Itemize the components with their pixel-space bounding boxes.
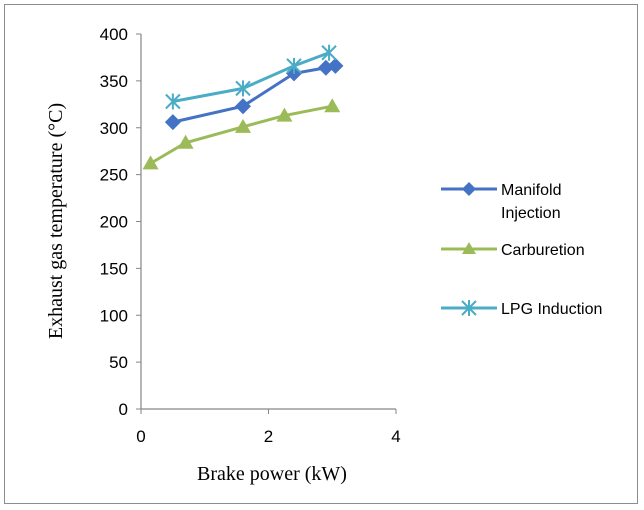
legend: Manifold Injection Carburetion LPG Induc… (441, 182, 602, 318)
data-series (142, 44, 344, 170)
data-point (327, 57, 344, 74)
x-tick-label: 4 (391, 427, 400, 446)
legend-lpg-marker (461, 300, 477, 316)
y-tick-label: 250 (100, 166, 128, 185)
legend-lpg-label: LPG Induction (501, 301, 602, 318)
data-point (177, 134, 194, 149)
x-tick-label: 2 (264, 427, 273, 446)
y-tick-label: 50 (109, 353, 128, 372)
legend-carburetion-marker (462, 242, 476, 254)
x-axis-title: Brake power (kW) (197, 463, 347, 485)
y-tick-label: 300 (100, 119, 128, 138)
data-point (321, 44, 337, 61)
data-point (286, 57, 302, 74)
data-point (276, 107, 293, 122)
legend-carburetion-label: Carburetion (501, 242, 585, 259)
series-line (172, 64, 336, 124)
y-tick-label: 150 (100, 259, 128, 278)
data-point (235, 80, 251, 97)
y-tick-label: 350 (100, 72, 128, 91)
legend-manifold-label-line1: Manifold (501, 182, 561, 199)
data-point (164, 114, 181, 131)
legend-manifold-marker (462, 182, 476, 196)
data-point (235, 118, 251, 133)
data-point (165, 93, 181, 110)
y-tick-label: 400 (100, 25, 128, 44)
x-tick-labels: 0 2 4 (136, 409, 401, 446)
y-tick-labels: 0 50 100 150 200 250 300 350 400 (100, 25, 141, 419)
y-tick-label: 100 (100, 306, 128, 325)
y-tick-label: 0 (119, 400, 128, 419)
y-axis-title: Exhaust gas temperature (°C) (45, 103, 67, 339)
legend-manifold-label-line2: Injection (501, 205, 561, 222)
y-tick-label: 200 (100, 213, 128, 232)
series-line (149, 104, 333, 165)
data-point (235, 98, 251, 115)
series-line (172, 51, 330, 103)
chart-frame (4, 4, 638, 504)
data-point (324, 98, 341, 113)
x-tick-label: 0 (136, 427, 145, 446)
data-point (142, 155, 159, 170)
